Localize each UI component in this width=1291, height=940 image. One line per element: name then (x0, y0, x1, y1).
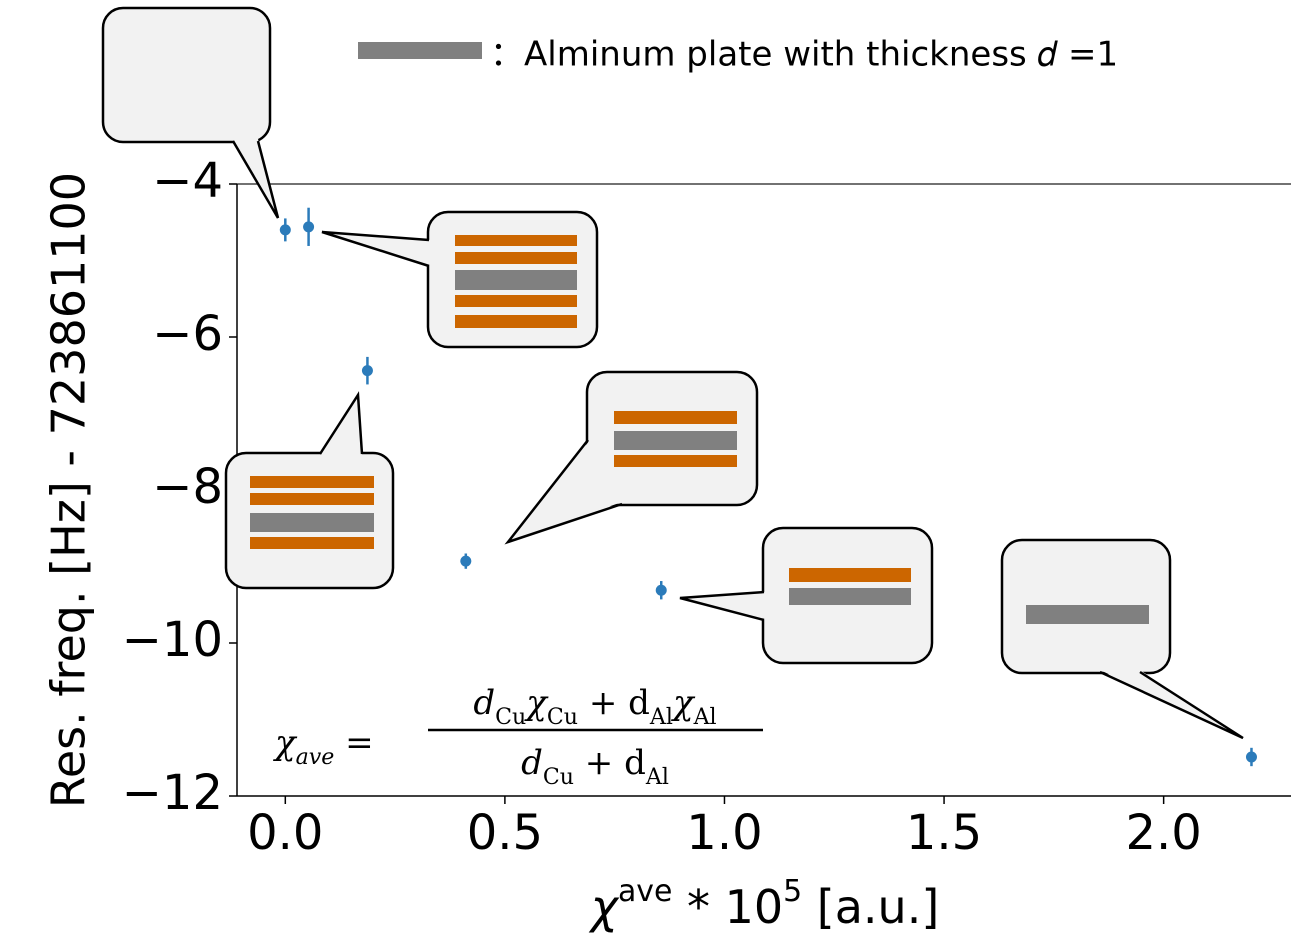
text-part: = (334, 723, 373, 763)
text-part: + d (578, 683, 650, 723)
x-tick-label: 2.0 (1125, 805, 1201, 861)
text-part: d (521, 743, 543, 783)
text-part: + d (574, 743, 646, 783)
y-axis-label: Res. freq. [Hz] - 723861100 (42, 172, 96, 808)
text-part: 5 (783, 874, 802, 909)
callout (508, 372, 757, 542)
text-part: Cu (543, 764, 574, 790)
y-tick-label: −8 (152, 459, 223, 515)
data-point (1246, 751, 1257, 762)
data-point (460, 556, 471, 567)
callout (1002, 540, 1243, 738)
text-part: Cu (495, 704, 526, 730)
text-part: χ (273, 723, 298, 763)
text-part: Al (645, 764, 669, 790)
text-part: ave (296, 744, 335, 770)
text-part: χ (588, 880, 620, 934)
data-point (656, 585, 667, 596)
chart: ：Alminum plate with thickness 𝑑 =1 Res. … (0, 0, 1291, 940)
formula-lhs: χave = (273, 723, 374, 770)
x-axis-label: χave * 105 [a.u.] (588, 874, 940, 934)
y-tick-label: −4 (152, 153, 223, 209)
x-tick-label: 0.0 (247, 805, 323, 861)
data-point (303, 221, 314, 232)
x-tick-label: 1.5 (906, 805, 982, 861)
data-point (280, 224, 291, 235)
x-tick-label: 0.5 (467, 805, 543, 861)
legend-swatch (358, 42, 482, 59)
formula-denominator: dCu + dAl (521, 743, 669, 790)
callout (322, 212, 597, 347)
formula-numerator: dCuχCu + dAlχAl (473, 683, 716, 730)
text-part: ave (618, 874, 672, 909)
text-part: [a.u.] (802, 880, 939, 934)
text-part: * 10 (672, 880, 783, 934)
text-part: Cu (547, 704, 578, 730)
legend-text: ：Alminum plate with thickness 𝑑 =1 (490, 35, 1118, 75)
y-tick-label: −6 (152, 306, 223, 362)
text-part: d (473, 683, 495, 723)
formula: χave = dCuχCu + dAlχAl dCu + dAl (273, 683, 763, 790)
data-point (362, 365, 373, 376)
text-part: Al (649, 704, 673, 730)
data-marks (280, 208, 1257, 766)
text-part: χ (671, 683, 696, 723)
text-part: χ (524, 683, 549, 723)
callout (680, 528, 932, 663)
callout (226, 395, 393, 588)
y-tick-label: −12 (122, 765, 223, 821)
y-tick-label: −10 (122, 612, 223, 668)
x-tick-label: 1.0 (686, 805, 762, 861)
text-part: Al (693, 704, 717, 730)
